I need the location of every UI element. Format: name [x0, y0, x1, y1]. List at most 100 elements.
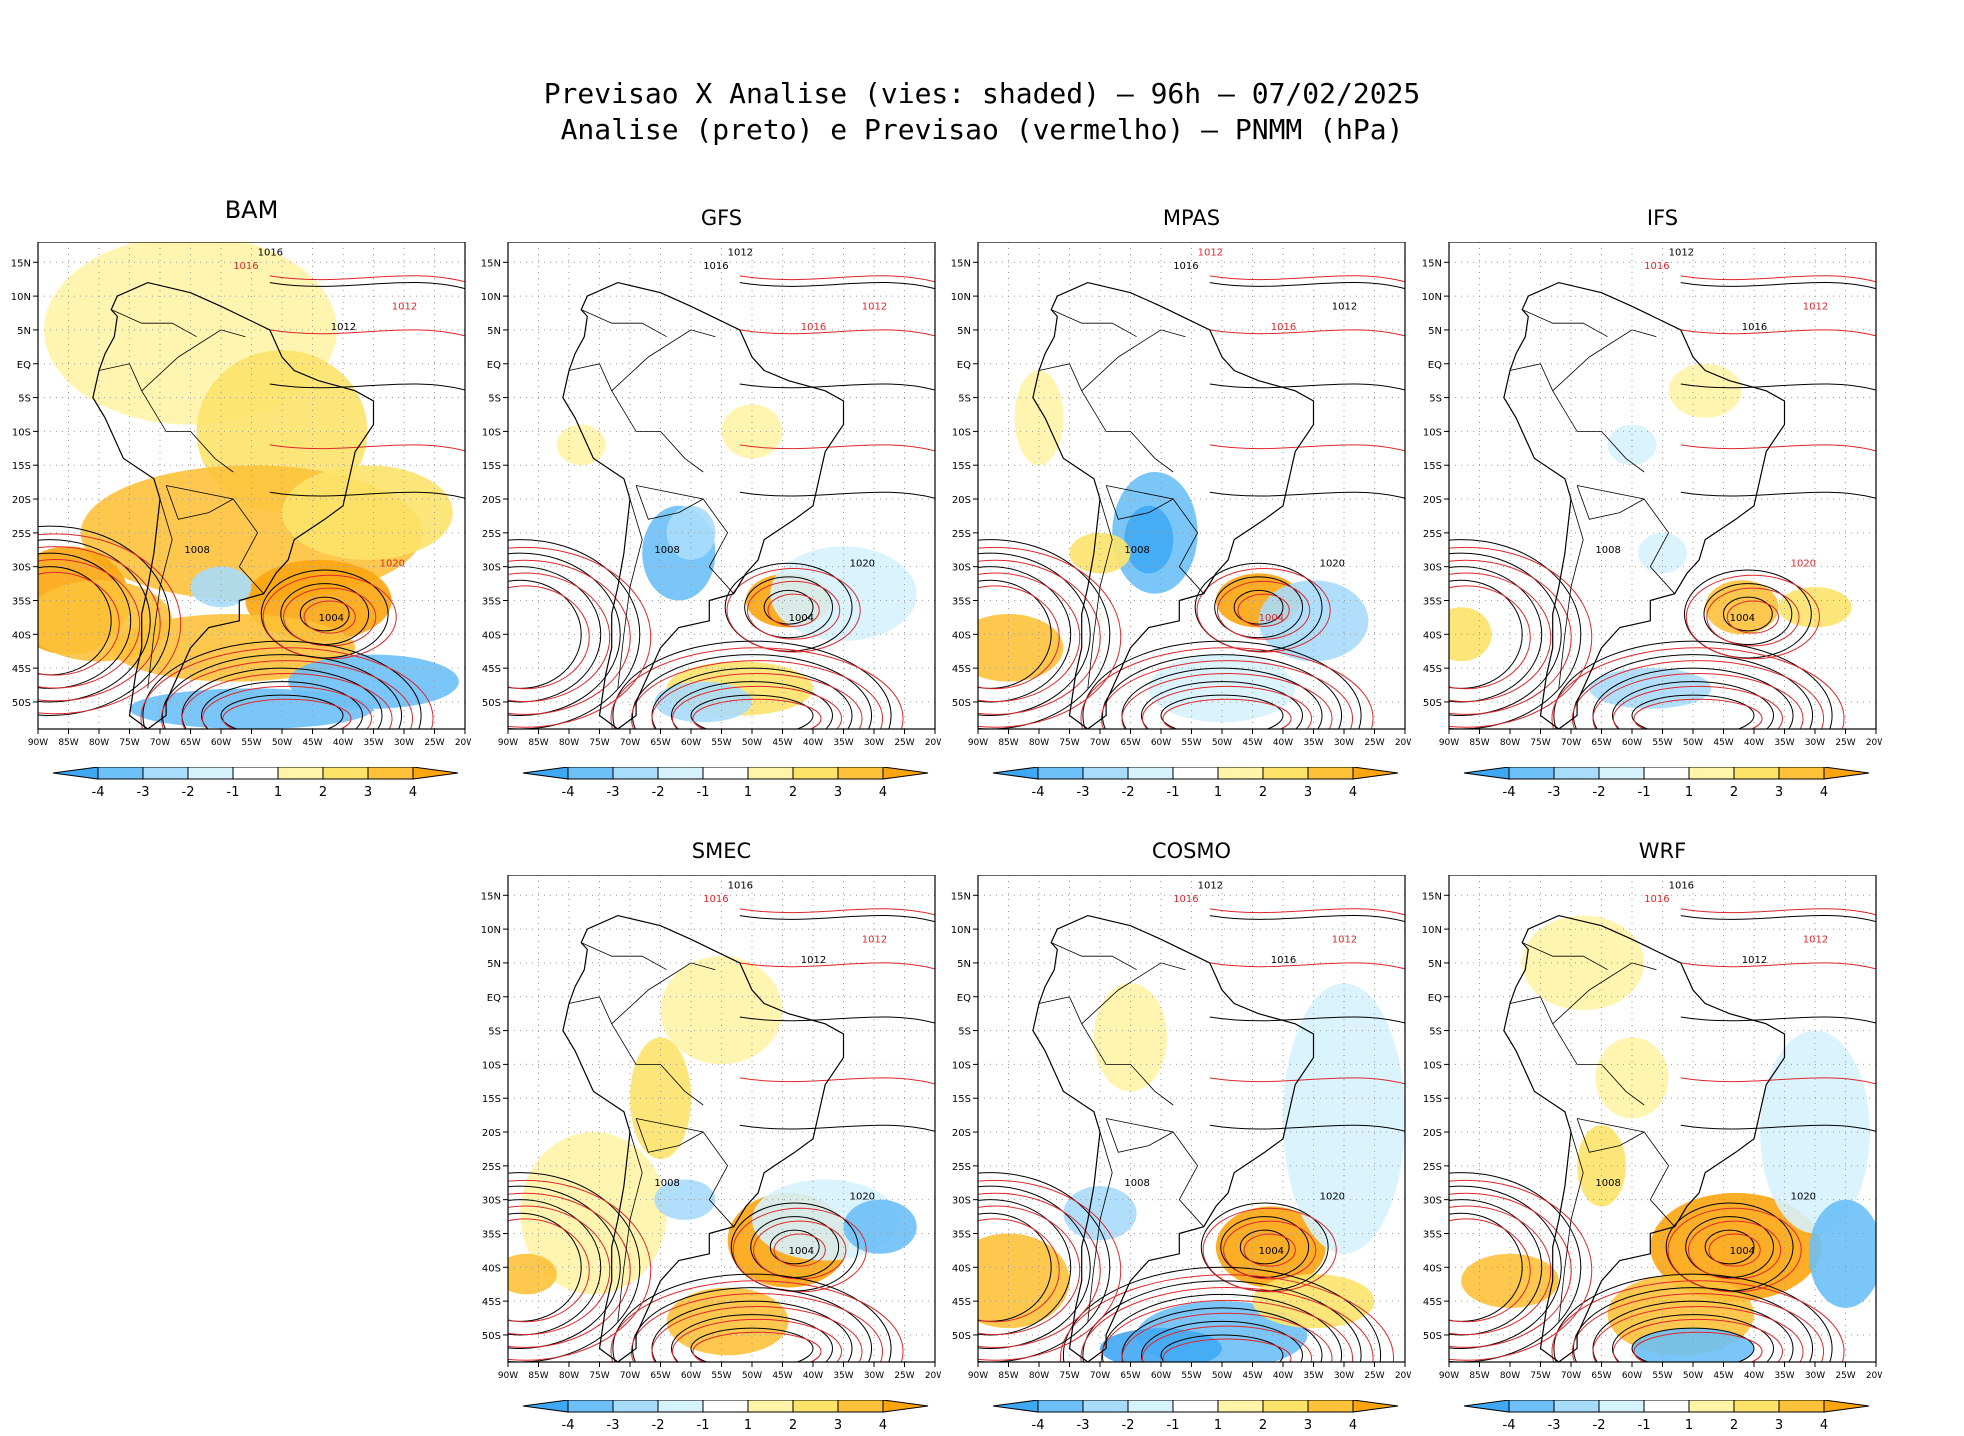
- lon-tick-label: 60W: [681, 1371, 701, 1381]
- analysis-isobar: [201, 681, 363, 729]
- bias-shade: [1607, 424, 1657, 466]
- isobar-label: 1008: [1595, 1178, 1620, 1189]
- isobar-label: 1020: [380, 559, 405, 570]
- isobar-label: 1016: [1644, 261, 1669, 272]
- isobar-label: 1004: [1259, 1246, 1284, 1257]
- isobar-label: 1016: [1173, 894, 1198, 905]
- forecast-isobar: [1141, 1325, 1313, 1362]
- lat-tick-label: 45S: [1423, 664, 1442, 675]
- colorbar-label: -4: [1503, 1418, 1516, 1433]
- analysis-isobar: [1680, 1016, 1876, 1024]
- forecast-isobar: [739, 275, 935, 283]
- analysis-isobar: [1101, 1293, 1343, 1362]
- forecast-isobar: [201, 685, 373, 729]
- forecast-isobar: [739, 962, 935, 970]
- forecast-isobar: [671, 1318, 843, 1362]
- lat-tick-label: 25S: [1423, 529, 1442, 540]
- country-border: [611, 962, 716, 1025]
- isobar-label: 1008: [654, 545, 679, 556]
- forecast-isobar: [38, 546, 161, 702]
- lat-tick-label: 10S: [482, 427, 501, 438]
- lat-tick-label: EQ: [17, 360, 31, 371]
- panel-title-smec: SMEC: [691, 839, 752, 863]
- colorbar-swatch: [792, 1400, 839, 1413]
- isobar-label: 1016: [703, 261, 728, 272]
- lon-tick-label: 70W: [1561, 738, 1581, 748]
- lat-tick-label: 10S: [12, 427, 31, 438]
- lat-tick-label: 20S: [952, 495, 971, 506]
- lat-tick-label: 5N: [1428, 959, 1442, 970]
- colorbar-label: 1: [1685, 785, 1693, 800]
- forecast-isobar: [1449, 546, 1593, 728]
- bias-shade: [978, 1233, 1070, 1329]
- colorbar-label: 2: [789, 785, 797, 800]
- map-mpas: 101210161016101210081004102015N10N5NEQ5S…: [951, 242, 1411, 748]
- analysis-isobar: [1220, 1216, 1310, 1278]
- lat-tick-label: EQ: [487, 360, 501, 371]
- isobar-label: 1008: [1124, 545, 1149, 556]
- country-border: [1081, 1023, 1174, 1106]
- country-border: [1106, 1118, 1204, 1227]
- coastline: [562, 281, 845, 729]
- forecast-isobar: [508, 1179, 652, 1361]
- forecast-isobar: [1685, 574, 1821, 660]
- analysis-isobar: [1683, 569, 1812, 659]
- colorbar-swatch: [1262, 1400, 1309, 1413]
- isobar-label: 1016: [1669, 881, 1694, 892]
- lat-tick-label: 15S: [482, 461, 501, 472]
- analysis-isobar: [508, 552, 621, 716]
- bias-shade: [508, 1253, 557, 1295]
- lat-tick-label: 15N: [11, 258, 31, 269]
- lon-tick-label: 70W: [1561, 1371, 1581, 1381]
- lon-tick-label: 70W: [1090, 738, 1110, 748]
- lat-tick-label: 50S: [12, 698, 31, 709]
- colorbar-label: 3: [1304, 1418, 1312, 1433]
- isobar-label: 1012: [862, 302, 887, 313]
- lon-tick-label: 85W: [528, 738, 548, 748]
- bias-shade: [1449, 607, 1492, 662]
- colorbar-swatch: [1508, 767, 1555, 780]
- analysis-isobar: [1209, 383, 1405, 391]
- forecast-isobar: [1080, 1287, 1374, 1362]
- country-border: [568, 363, 613, 391]
- lon-tick-label: 55W: [241, 738, 261, 748]
- lat-tick-label: 5S: [488, 1027, 501, 1038]
- forecast-isobar: [671, 685, 843, 729]
- lat-tick-label: 30S: [482, 1196, 501, 1207]
- isobar-label: 1020: [850, 559, 875, 570]
- panel-title-cosmo: COSMO: [1151, 839, 1232, 863]
- analysis-isobar: [1209, 1124, 1405, 1132]
- map-ifs: 101210161016101210081004102015N10N5NEQ5S…: [1422, 242, 1882, 748]
- bias-shade: [1632, 1328, 1754, 1362]
- forecast-isobar: [978, 572, 1081, 703]
- country-border: [165, 485, 234, 520]
- bias-shade: [660, 956, 783, 1065]
- lat-tick-label: 35S: [1423, 596, 1442, 607]
- colorbar-swatch: [1082, 1400, 1129, 1413]
- forecast-isobar: [262, 574, 397, 660]
- colorbar-label: 3: [834, 785, 842, 800]
- forecast-isobar: [1680, 908, 1876, 916]
- lon-tick-label: 30W: [1805, 1371, 1825, 1381]
- colorbar-swatch: [1643, 767, 1690, 780]
- bias-shade: [978, 614, 1064, 682]
- forecast-isobar: [38, 559, 141, 689]
- lon-tick-label: 35W: [1774, 1371, 1794, 1381]
- forecast-isobar: [739, 1077, 935, 1085]
- forecast-isobar: [1680, 444, 1876, 452]
- lon-tick-label: 45W: [772, 738, 792, 748]
- colorbar-swatch: [142, 767, 189, 780]
- map-background: [1449, 242, 1876, 729]
- colorbar-label: 4: [879, 785, 887, 800]
- colorbar-label: 2: [1259, 1418, 1267, 1433]
- colorbar-label: 4: [1820, 785, 1828, 800]
- colorbar-label: 4: [879, 1418, 887, 1433]
- lon-tick-label: 55W: [711, 1371, 731, 1381]
- colorbar-swatch: [612, 1400, 659, 1413]
- colorbar-label: 2: [1730, 785, 1738, 800]
- forecast-isobar: [1209, 908, 1405, 916]
- analysis-isobar: [1209, 1016, 1405, 1024]
- panel-title-gfs: GFS: [700, 206, 743, 230]
- colorbar-label: 1: [1685, 1418, 1693, 1433]
- forecast-isobar: [1162, 698, 1292, 729]
